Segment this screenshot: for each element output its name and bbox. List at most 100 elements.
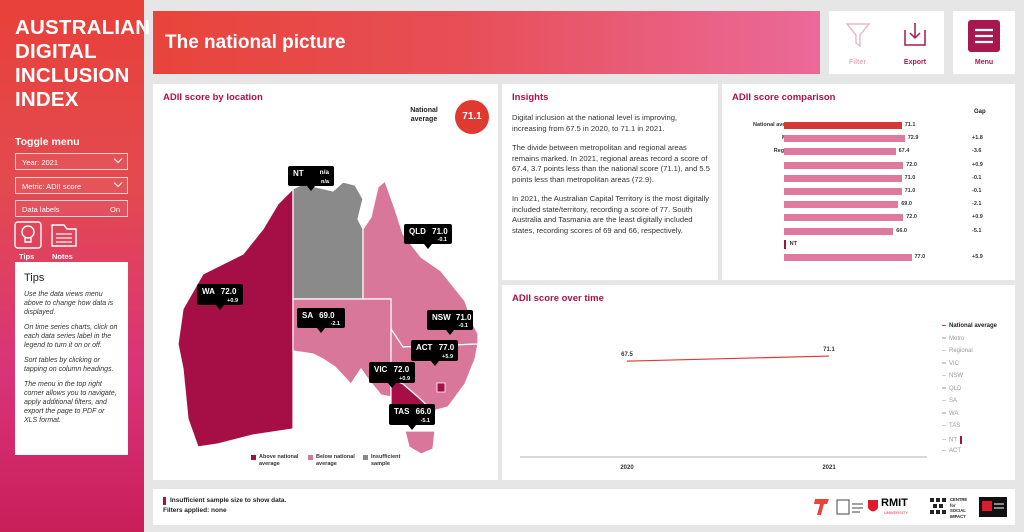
legend-marker — [942, 324, 946, 327]
legend-item[interactable]: SA — [942, 398, 957, 404]
comparison-bar-value: 72.0 — [906, 161, 917, 168]
legend-label: National average — [949, 323, 998, 329]
legend-marker — [942, 374, 946, 377]
map-label-vic[interactable]: VIC 72.0 +0.9 — [369, 362, 415, 388]
map-label-sa[interactable]: SA 69.0 -2.1 — [297, 308, 345, 333]
legend-item[interactable]: Regional — [942, 348, 973, 354]
comparison-bar-value: 77.0 — [914, 254, 926, 260]
map-label-wa[interactable]: WA 72.0 +0.9 — [197, 284, 243, 310]
comparison-bar[interactable] — [784, 188, 902, 195]
gap-header: Gap — [974, 109, 986, 115]
rmit-logo: RMIT — [881, 497, 908, 509]
export-button[interactable]: Export — [886, 11, 944, 74]
comparison-bar[interactable] — [784, 161, 904, 169]
legend-item[interactable]: TAS — [942, 423, 960, 429]
legend-item[interactable]: NT — [942, 435, 962, 444]
map-label-act[interactable]: ACT 77.0 +5.9 — [411, 340, 458, 366]
legend-marker — [942, 349, 946, 352]
comparison-bar[interactable] — [784, 254, 912, 261]
legend-item[interactable]: WA — [942, 411, 958, 417]
comparison-row[interactable]: Metro72.9+1.8 — [722, 133, 1015, 145]
footer: Insufficient sample size to show data. F… — [153, 489, 1015, 525]
time-series-title: ADII score over time — [512, 293, 604, 304]
legend-item[interactable]: Metro — [942, 336, 964, 342]
legend-item[interactable]: QLD — [942, 386, 961, 392]
comparison-row[interactable]: National average 71.1 — [722, 120, 1015, 132]
comparison-row[interactable]: NT — [722, 239, 1015, 251]
legend-label: NT — [949, 437, 957, 444]
data-label: 67.5 — [621, 352, 633, 358]
metric-select[interactable]: Metric: ADII score — [15, 177, 128, 194]
map-label-nt[interactable]: NT n/a n/a — [288, 166, 334, 191]
comparison-bar-value: 69.0 — [901, 201, 912, 208]
legend-swatch-below — [308, 455, 313, 460]
legend-marker — [942, 337, 946, 339]
x-tick-label: 2021 — [822, 465, 836, 471]
legend-marker — [942, 387, 946, 389]
comparison-bar[interactable] — [784, 227, 894, 235]
comparison-bar[interactable] — [784, 122, 902, 129]
legend-label: Regional — [949, 348, 973, 354]
tips-text: Use the data views menu above to change … — [24, 291, 114, 316]
comparison-row-label: NT — [789, 240, 797, 247]
page-title: The national picture — [165, 32, 346, 53]
tips-title: Tips — [24, 272, 45, 284]
tips-text: The menu in the top right corner allows … — [24, 381, 117, 424]
map-label-qld[interactable]: QLD 71.0 -0.1 — [404, 224, 452, 249]
legend-swatch-above — [251, 455, 256, 460]
map-region-tas — [404, 430, 436, 454]
line-chart[interactable]: 2020 2021 67.5 71.1 — [502, 285, 932, 480]
comparison-bar-value: 66.0 — [896, 227, 907, 234]
comparison-bar[interactable] — [784, 201, 899, 209]
adm-logo — [979, 497, 1007, 517]
legend-label: Metro — [949, 335, 965, 342]
legend-item[interactable]: ACT — [942, 448, 961, 454]
comparison-row[interactable]: Regional67.4-3.6 — [722, 146, 1015, 158]
national-average-badge: 71.1 — [455, 100, 489, 134]
notes-label[interactable]: Notes — [52, 252, 73, 261]
swinburne-logo — [836, 499, 863, 515]
legend-label: VIC — [949, 360, 960, 367]
notes-icon[interactable] — [50, 221, 78, 249]
comparison-card: ADII score comparison Gap National avera… — [722, 84, 1015, 280]
map-label-nsw[interactable]: NSW 71.0 -0.1 — [427, 310, 473, 335]
data-labels-toggle[interactable]: Data labels On — [15, 200, 128, 217]
comparison-bar[interactable] — [784, 214, 904, 222]
map-legend: Above national average Below national av… — [251, 454, 491, 474]
comparison-bar-value: 71.0 — [904, 188, 916, 194]
comparison-row-gap: -5.1 — [972, 227, 982, 234]
legend-label: SA — [949, 398, 958, 404]
legend-item[interactable]: VIC — [942, 361, 959, 367]
comparison-row-gap: +5.9 — [972, 254, 983, 260]
hamburger-menu-icon — [968, 20, 1000, 52]
legend-item[interactable]: NSW — [942, 373, 963, 379]
comparison-row-gap: +1.8 — [972, 135, 983, 142]
comparison-bar[interactable] — [784, 148, 896, 156]
legend-item[interactable]: National average — [942, 323, 997, 329]
comparison-bar-value: 72.0 — [906, 214, 917, 221]
rmit-logo-sub: UNIVERSITY — [884, 510, 909, 515]
menu-button[interactable]: Menu — [953, 11, 1015, 74]
comparison-row-gap: -2.1 — [972, 201, 982, 208]
legend-marker — [942, 438, 946, 441]
map-region-act — [436, 382, 446, 393]
comparison-bar[interactable] — [784, 135, 905, 143]
series-line-national-average[interactable] — [626, 355, 830, 362]
export-icon — [904, 23, 926, 46]
comparison-bar[interactable] — [784, 174, 902, 182]
comparison-row-gap: +0.9 — [972, 161, 983, 168]
tips-label[interactable]: Tips — [19, 252, 35, 261]
year-select[interactable]: Year: 2021 — [15, 153, 128, 170]
lightbulb-icon[interactable] — [14, 221, 42, 249]
map-label-tas[interactable]: TAS 66.0 -5.1 — [389, 404, 435, 430]
comparison-title: ADII score comparison — [732, 92, 836, 103]
insights-card: Insights Digital inclusion at the nation… — [502, 84, 718, 280]
filter-button[interactable]: Filter — [829, 11, 886, 74]
